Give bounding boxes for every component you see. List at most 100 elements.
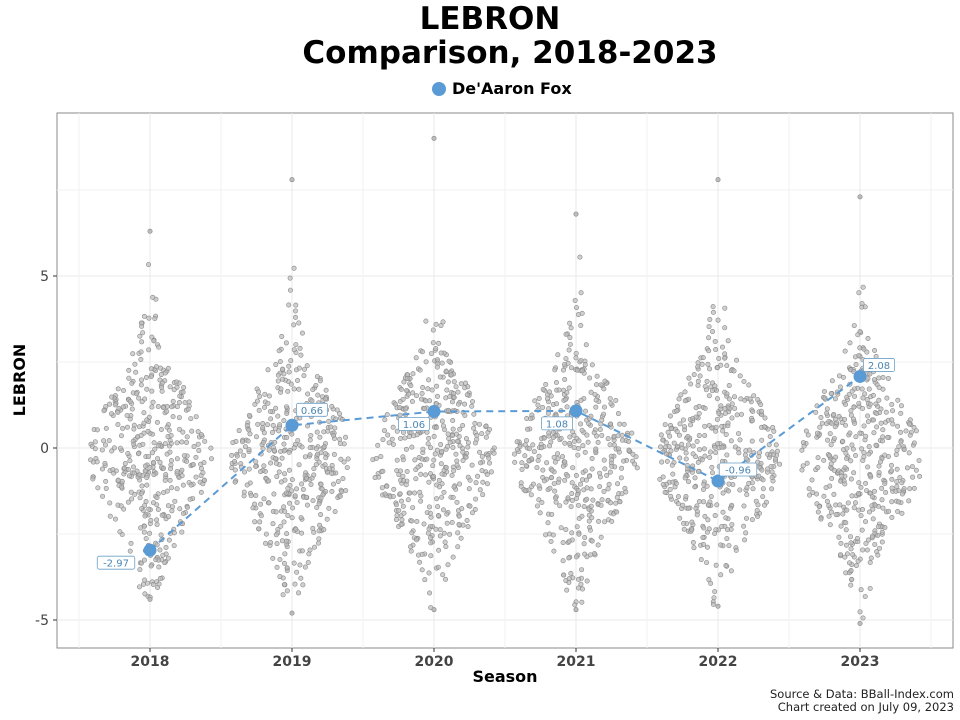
- background-point: [888, 462, 894, 468]
- background-point: [523, 463, 529, 469]
- background-point: [828, 391, 834, 397]
- background-point: [413, 476, 419, 482]
- background-point: [726, 383, 732, 389]
- background-point: [575, 446, 581, 452]
- background-point: [588, 486, 594, 492]
- background-point: [712, 338, 718, 344]
- background-point: [712, 513, 718, 519]
- background-point: [139, 490, 145, 496]
- background-point: [818, 516, 824, 522]
- background-point: [435, 513, 441, 519]
- background-point: [397, 405, 403, 411]
- background-point: [405, 497, 411, 503]
- background-point: [582, 535, 588, 541]
- background-point: [457, 443, 463, 449]
- background-point: [708, 580, 714, 586]
- background-point: [566, 555, 572, 561]
- background-point: [685, 434, 691, 440]
- background-point: [109, 448, 115, 454]
- background-point: [674, 403, 680, 409]
- background-point: [188, 416, 194, 422]
- background-point: [858, 587, 864, 593]
- background-point: [716, 410, 722, 416]
- background-point: [434, 447, 440, 453]
- background-point: [563, 331, 569, 337]
- background-point: [704, 544, 710, 550]
- background-point: [453, 451, 459, 457]
- background-point: [829, 378, 835, 384]
- data-label-box: [718, 462, 758, 477]
- background-point: [528, 416, 534, 422]
- background-point: [675, 501, 681, 507]
- background-point: [676, 396, 682, 402]
- background-point: [476, 421, 482, 427]
- background-point: [454, 499, 460, 505]
- background-point: [305, 391, 311, 397]
- background-point: [106, 438, 112, 444]
- background-point: [486, 455, 492, 461]
- background-point: [700, 542, 706, 548]
- background-point: [270, 422, 276, 428]
- background-point: [599, 417, 605, 423]
- background-point: [911, 424, 917, 430]
- background-point: [555, 451, 561, 457]
- background-point: [524, 438, 530, 444]
- background-point: [305, 560, 311, 566]
- background-point: [762, 502, 768, 508]
- background-point: [910, 474, 916, 480]
- background-point: [697, 373, 703, 379]
- background-point: [591, 430, 597, 436]
- background-point: [729, 415, 735, 421]
- background-point: [744, 492, 750, 498]
- background-point: [546, 389, 552, 395]
- series-point: [285, 418, 299, 432]
- background-point: [271, 491, 277, 497]
- background-point: [282, 551, 288, 557]
- background-point: [286, 467, 292, 473]
- background-point: [407, 490, 413, 496]
- background-point: [126, 375, 132, 381]
- background-point: [294, 486, 300, 492]
- background-point: [266, 500, 272, 506]
- background-point: [208, 445, 214, 451]
- background-point: [389, 436, 395, 442]
- background-point: [88, 457, 94, 463]
- background-point: [756, 454, 762, 460]
- background-point: [460, 457, 466, 463]
- background-point: [288, 358, 294, 364]
- background-point: [154, 419, 160, 425]
- background-point: [138, 320, 144, 326]
- background-point: [337, 493, 343, 499]
- background-point: [451, 484, 457, 490]
- background-point: [838, 523, 844, 529]
- background-point: [634, 465, 640, 471]
- background-point: [552, 488, 558, 494]
- background-point: [467, 477, 473, 483]
- background-point: [514, 447, 520, 453]
- background-point: [857, 609, 863, 615]
- background-point: [724, 363, 730, 369]
- background-point: [673, 481, 679, 487]
- background-point: [829, 475, 835, 481]
- background-point: [394, 513, 400, 519]
- background-point: [163, 472, 169, 478]
- background-point: [149, 450, 155, 456]
- background-point: [309, 398, 315, 404]
- background-point: [101, 408, 107, 414]
- background-point: [292, 314, 298, 320]
- background-point: [724, 452, 730, 458]
- background-point: [722, 325, 728, 331]
- background-point: [570, 465, 576, 471]
- background-point: [807, 492, 813, 498]
- background-point: [453, 384, 459, 390]
- background-point: [484, 481, 490, 487]
- background-point: [315, 392, 321, 398]
- background-point: [280, 376, 286, 382]
- background-point: [401, 510, 407, 516]
- background-point: [579, 513, 585, 519]
- background-point: [828, 420, 834, 426]
- background-point: [575, 492, 581, 498]
- background-point: [801, 443, 807, 449]
- background-point: [701, 499, 707, 505]
